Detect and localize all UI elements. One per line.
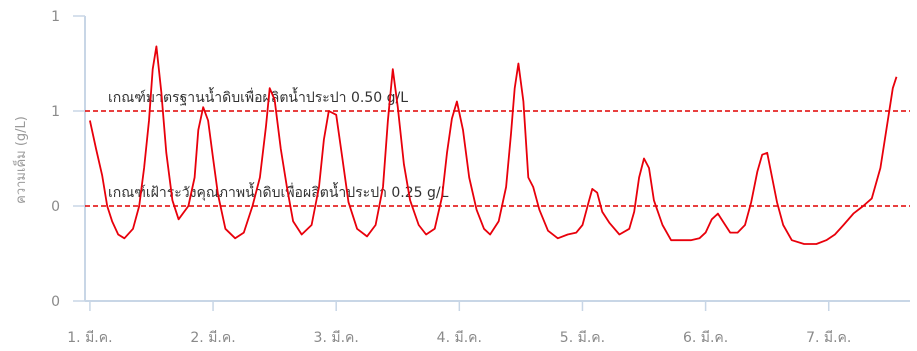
y-tick-label: 1 (51, 104, 60, 120)
x-tick-label: 2. มี.ค. (190, 330, 235, 346)
x-tick-label: 4. มี.ค. (437, 330, 482, 346)
reference-line-label: เกณฑ์เฝ้าระวังคุณภาพน้ำดิบเพื่อผลิตน้ำปร… (108, 182, 449, 201)
y-axis-title: ความเค็ม (g/L) (11, 116, 29, 204)
x-tick-label: 5. มี.ค. (560, 330, 605, 346)
y-tick-label: 0 (51, 199, 60, 215)
reference-line-label: เกณฑ์มาตรฐานน้ำดิบเพื่อผลิตน้ำประปา 0.50… (108, 87, 408, 106)
y-tick-labels: 1 1 0 0 (51, 9, 85, 310)
series-group (90, 46, 897, 244)
y-tick-label: 1 (51, 9, 60, 25)
x-tick-label: 7. มี.ค. (806, 330, 851, 346)
y-tick-label: 0 (51, 294, 60, 310)
reference-lines: เกณฑ์มาตรฐานน้ำดิบเพื่อผลิตน้ำประปา 0.50… (85, 87, 910, 206)
x-tick-marks (90, 301, 829, 311)
x-tick-label: 3. มี.ค. (314, 330, 359, 346)
x-tick-label: 1. มี.ค. (67, 330, 112, 346)
x-tick-labels: 1. มี.ค. 2. มี.ค. 3. มี.ค. 4. มี.ค. 5. มี.ค.… (67, 330, 851, 346)
x-tick-label: 6. มี.ค. (683, 330, 728, 346)
salinity-series-line (90, 46, 897, 244)
